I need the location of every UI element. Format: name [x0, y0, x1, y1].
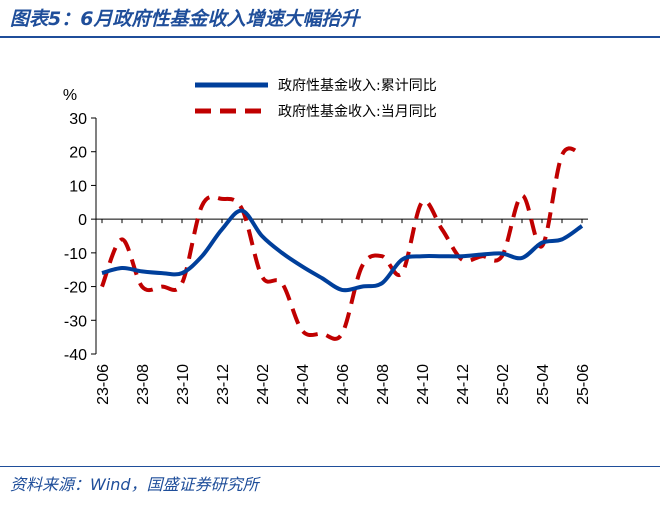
y-axis-unit: %: [63, 87, 77, 104]
x-tick-label: 23-10: [175, 364, 192, 405]
chart-title: 图表5：6月政府性基金收入增速大幅抬升: [10, 8, 360, 30]
series-line-monthly: [100, 146, 583, 341]
y-tick-label: 10: [69, 178, 87, 195]
x-tick-label: 25-04: [535, 364, 552, 405]
x-axis: 23-06 23-08 23-10 23-12 24-02 24-04 24-06 24-08…: [95, 218, 592, 405]
series-line-cumulative: [101, 208, 584, 293]
legend-label: 政府性基金收入:累计同比: [278, 77, 437, 94]
x-tick-label: 24-04: [295, 364, 312, 405]
y-tick-label: -20: [64, 280, 87, 297]
x-tick-label: 23-12: [215, 364, 232, 405]
source-divider: [0, 466, 660, 467]
y-tick-label: 20: [69, 145, 87, 162]
legend-label: 政府性基金收入:当月同比: [278, 103, 437, 120]
y-tick-label: -40: [64, 347, 87, 364]
source-note: 资料来源：Wind，国盛证券研究所: [10, 475, 259, 494]
y-tick-label: -30: [64, 313, 87, 330]
x-tick-label: 25-02: [495, 364, 512, 405]
x-tick-label: 24-10: [415, 364, 432, 405]
x-tick-label: 23-08: [135, 364, 152, 405]
y-tick-label: 0: [78, 212, 87, 229]
line-chart: % 30 20 10 0 -10 -20 -30 -40 23-06 23-08 23-10 23-1…: [63, 77, 592, 405]
x-tick-label: 24-02: [255, 364, 272, 405]
x-tick-label: 24-06: [335, 364, 352, 405]
y-axis: % 30 20 10 0 -10 -20 -30 -40: [63, 87, 97, 364]
y-tick-label: 30: [69, 111, 87, 128]
x-tick-label: 24-12: [455, 364, 472, 405]
y-tick-label: -10: [64, 246, 87, 263]
title-divider: [0, 36, 660, 38]
series-layer: [100, 146, 584, 341]
x-tick-label: 25-06: [575, 364, 592, 405]
x-tick-label: 24-08: [375, 364, 392, 405]
x-tick-label: 23-06: [95, 364, 112, 405]
